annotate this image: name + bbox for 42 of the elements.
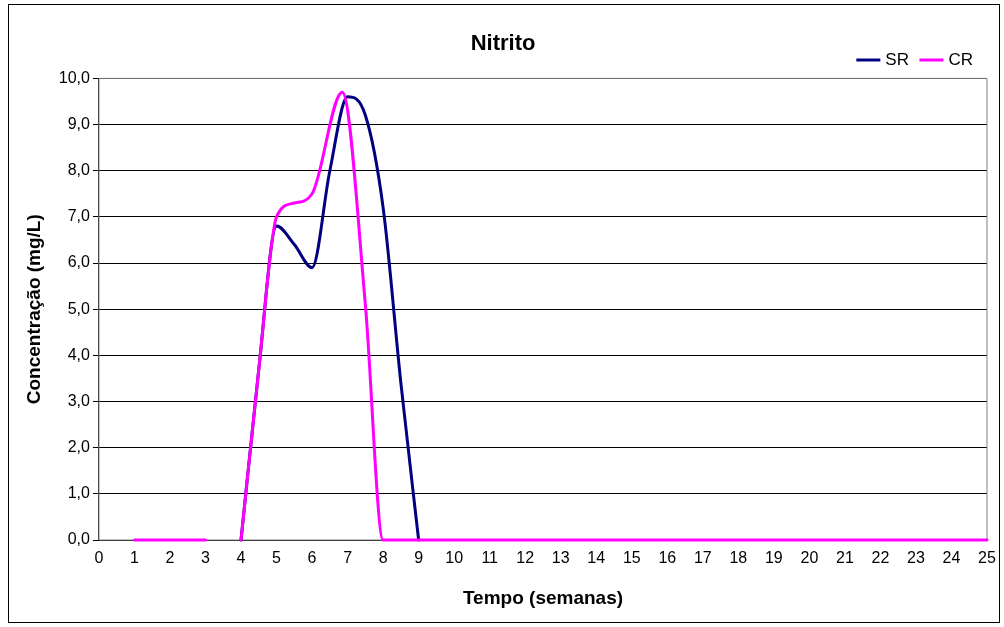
y-tick-label: 8,0: [67, 161, 91, 179]
chart-title: Nitrito: [470, 30, 536, 56]
x-tick-label: 16: [658, 549, 677, 567]
y-tick-label: 1,0: [67, 484, 91, 502]
x-tick-label: 2: [165, 549, 175, 567]
y-tick-label: 3,0: [67, 391, 91, 409]
y-tick-label: 7,0: [67, 207, 91, 225]
x-tick-label: 9: [414, 549, 424, 567]
x-tick-label: 24: [942, 549, 961, 567]
x-tick-label: 10: [445, 549, 464, 567]
x-tick-label: 3: [201, 549, 211, 567]
x-tick-label: 17: [693, 549, 712, 567]
legend-label: CR: [948, 49, 974, 69]
y-tick-label: 4,0: [67, 345, 91, 363]
x-tick-label: 22: [871, 549, 890, 567]
x-tick-label: 14: [587, 549, 606, 567]
x-tick-label: 15: [622, 549, 641, 567]
x-tick-label: 6: [307, 549, 317, 567]
y-axis-title: Concentração (mg/L): [22, 214, 44, 405]
x-tick-label: 12: [516, 549, 535, 567]
x-tick-label: 21: [836, 549, 854, 567]
y-tick-label: 10,0: [58, 68, 91, 86]
legend-label: SR: [885, 49, 909, 69]
x-tick-label: 20: [800, 549, 819, 567]
x-tick-label: 7: [343, 549, 353, 567]
x-tick-label: 8: [378, 549, 388, 567]
x-tick-label: 11: [481, 549, 499, 567]
y-tick-label: 5,0: [67, 299, 91, 317]
x-tick-label: 5: [272, 549, 282, 567]
y-tick-label: 6,0: [67, 253, 91, 271]
x-tick-label: 13: [551, 549, 570, 567]
x-tick-label: 4: [236, 549, 246, 567]
x-tick-label: 25: [978, 549, 996, 567]
x-tick-label: 1: [130, 549, 140, 567]
y-tick-label: 9,0: [67, 114, 91, 132]
x-tick-label: 18: [729, 549, 748, 567]
x-tick-label: 0: [94, 549, 104, 567]
x-tick-label: 19: [764, 549, 783, 567]
y-tick-label: 2,0: [67, 438, 91, 456]
x-axis-title: Tempo (semanas): [462, 586, 624, 608]
x-tick-label: 23: [907, 549, 925, 567]
y-tick-label: 0,0: [67, 530, 91, 548]
